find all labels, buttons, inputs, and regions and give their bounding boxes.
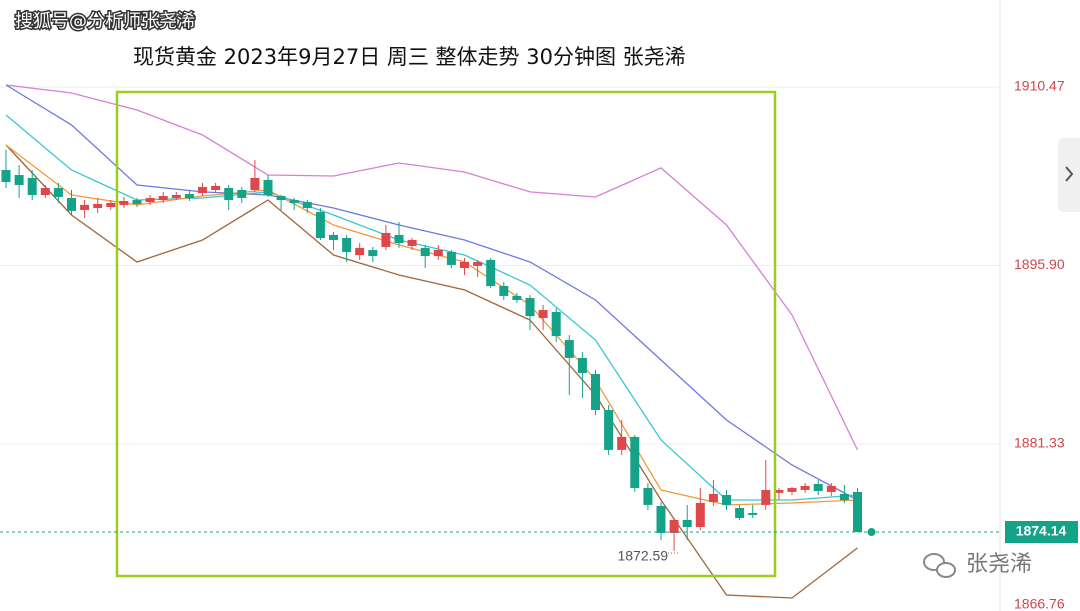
low-label: 1872.59 [617,548,668,564]
candle-body [787,488,797,492]
watermark: 搜狐号@分析师张尧浠 [15,11,195,32]
candle-body [119,201,129,205]
candle-body [512,295,522,300]
candles [1,149,862,551]
candle-body [67,197,76,211]
indicator-line [5,144,858,599]
candle-body [499,286,509,296]
candle-body [564,340,574,358]
grid [0,86,1000,445]
last-price-box [1005,520,1078,543]
candle-body [420,247,430,257]
candle-body [27,177,37,196]
candle-body [460,262,469,269]
candle-body [171,195,181,198]
candle-body [263,179,273,196]
candle-body [276,195,286,201]
candle-body [617,436,627,450]
candle-body [1,170,11,183]
candle-body [577,357,587,373]
y-tick-label: 1881.33 [1014,435,1065,451]
indicator-line [5,144,858,506]
candle-body [145,197,155,202]
candle-body [80,204,90,210]
candle-body [722,494,731,505]
candle-body [198,187,207,194]
indicator-line [5,84,859,451]
expand-button[interactable] [1058,138,1080,212]
candle-body [250,177,260,190]
candle-body [394,234,404,244]
candle-body [591,373,600,410]
candle-body [224,188,234,201]
candle-body [813,483,823,491]
candle-body [669,519,679,533]
candle-body [800,485,810,490]
candle-body [93,203,103,208]
candle-body [604,409,614,450]
candle-body [14,175,24,185]
candle-body [40,188,50,196]
candle-body [682,519,692,527]
indicator-lines [5,84,859,599]
candle-body [132,200,142,204]
candle-body [381,232,391,247]
candle-body [774,489,784,493]
candle-body [643,488,653,505]
last-price-label: 1874.14 [1016,523,1067,539]
candle-body [237,189,247,198]
candle-body [486,259,496,287]
brand-logo [923,553,956,578]
last-price-dot [867,527,876,536]
candle-body [630,436,640,489]
candle-body [289,200,299,203]
candle-body [853,491,862,532]
candle-body [211,185,221,190]
candle-body [355,247,365,256]
candle-body [708,494,718,502]
candle-body [184,194,194,198]
candle-body [839,494,849,501]
candle-body [158,195,168,201]
candle-body [433,250,443,257]
candle-body [525,298,535,317]
candle-body [761,489,771,505]
candle-body [302,201,312,208]
indicator-line [5,114,858,501]
candle-body [446,251,456,265]
candle-body [473,262,483,266]
candle-body [748,513,758,515]
indicator-line [5,84,858,501]
highlight-box [115,90,777,578]
y-tick-label: 1910.47 [1014,78,1065,94]
candle-body [53,188,63,197]
candle-body [342,238,352,252]
chart-title: 现货黄金 2023年9月27日 周三 整体走势 30分钟图 张尧浠 [133,45,686,69]
candle-body [826,485,836,492]
candle-body [695,502,705,527]
candle-body [315,212,325,239]
candle-body [656,506,666,533]
candle-body [368,250,378,257]
y-tick-label: 1895.90 [1014,256,1065,272]
candle-body [329,234,338,240]
candle-body [538,310,548,318]
candle-body [551,311,561,337]
candle-body [106,202,116,208]
brand: 张尧浠 [966,552,1032,577]
candle-body [407,239,417,246]
y-tick-label: 1866.76 [1014,596,1065,611]
candle-body [735,507,745,519]
